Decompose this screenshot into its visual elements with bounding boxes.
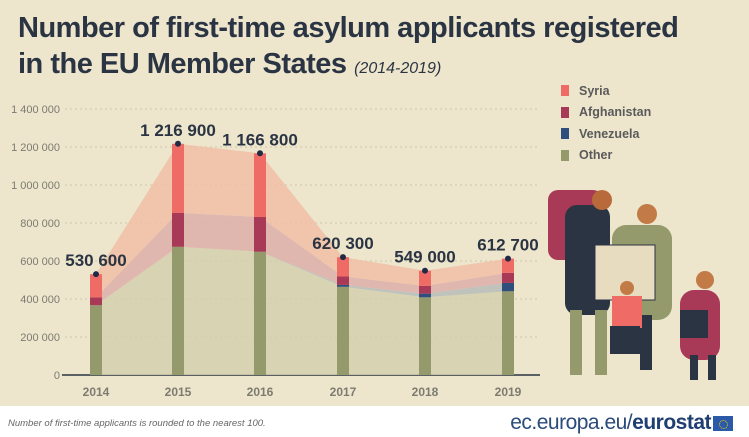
total-label: 612 700 — [477, 236, 538, 255]
legend-label: Venezuela — [579, 126, 640, 141]
x-tick-label: 2018 — [412, 385, 439, 399]
area-syria — [96, 143, 508, 298]
legend-item: Syria — [561, 80, 651, 102]
bar-venezuela — [502, 282, 514, 292]
total-label: 1 166 800 — [222, 130, 298, 149]
y-tick-label: 400 000 — [20, 294, 60, 306]
bar-syria — [419, 270, 431, 286]
eu-flag-icon — [713, 415, 733, 431]
total-marker — [93, 271, 99, 278]
total-label: 620 300 — [312, 234, 373, 253]
total-marker — [422, 267, 428, 274]
y-tick-label: 200 000 — [20, 332, 60, 344]
people-illustration-icon — [548, 190, 720, 380]
area-afghanistan — [96, 212, 508, 306]
bar-syria — [337, 257, 349, 277]
total-label: 1 216 900 — [140, 121, 216, 140]
legend-label: Afghanistan — [579, 105, 652, 120]
legend-item: Other — [561, 145, 651, 167]
bar-other — [502, 291, 514, 375]
bar-afghanistan — [419, 285, 431, 294]
y-tick-label: 800 000 — [20, 218, 60, 230]
bar-other — [419, 297, 431, 375]
bar-afghanistan — [90, 297, 102, 306]
total-marker — [340, 254, 346, 261]
chart-subtitle: (2014-2019) — [354, 60, 442, 77]
legend-label: Other — [579, 148, 613, 163]
total-marker — [505, 255, 511, 262]
x-tick-label: 2015 — [165, 385, 192, 399]
legend-swatch — [561, 149, 569, 161]
logo-brand: eurostat — [632, 411, 711, 434]
legend-label: Syria — [579, 83, 610, 98]
legend: Syria Afghanistan Venezuela Other — [561, 80, 651, 166]
chart-area: 0 200 000 400 000 600 000 800 000 1 000 000 1 … — [11, 104, 720, 399]
title-line-2: in the EU Member States — [18, 48, 347, 80]
x-tick-label: 2017 — [330, 385, 357, 399]
y-tick-label: 1 400 000 — [11, 104, 60, 116]
chart-title: Number of first-time asylum applicants r… — [18, 10, 679, 87]
area-other — [96, 246, 508, 375]
legend-swatch — [561, 106, 569, 118]
bar-syria — [254, 153, 266, 217]
legend-item: Venezuela — [561, 123, 651, 145]
bar-other — [337, 286, 349, 375]
legend-swatch — [561, 128, 569, 140]
y-tick-label: 1 200 000 — [11, 142, 60, 154]
bar-venezuela — [419, 293, 431, 298]
eurostat-logo[interactable]: ec.europa.eu/eurostat — [510, 411, 733, 435]
bar-afghanistan — [254, 216, 266, 252]
total-label: 549 000 — [394, 248, 455, 267]
y-tick-label: 600 000 — [20, 256, 60, 268]
logo-domain: ec.europa.eu/ — [510, 411, 633, 434]
bar-other — [172, 246, 184, 375]
bar-other — [90, 305, 102, 375]
bar-syria — [90, 274, 102, 298]
x-tick-label: 2014 — [83, 385, 110, 399]
total-marker — [175, 140, 181, 147]
bar-afghanistan — [502, 272, 514, 283]
y-tick-label: 0 — [54, 370, 60, 382]
legend-swatch — [561, 85, 569, 97]
bar-afghanistan — [172, 212, 184, 247]
y-tick-label: 1 000 000 — [11, 180, 60, 192]
bar-syria — [172, 143, 184, 213]
legend-item: Afghanistan — [561, 102, 651, 124]
footnote: Number of first-time applicants is round… — [8, 418, 266, 429]
total-marker — [257, 150, 263, 157]
title-line-1: Number of first-time asylum applicants r… — [18, 12, 679, 44]
x-tick-label: 2019 — [495, 385, 522, 399]
bar-afghanistan — [337, 276, 349, 285]
bar-venezuela — [337, 284, 349, 287]
bar-syria — [502, 258, 514, 273]
x-tick-label: 2016 — [247, 385, 274, 399]
bar-other — [254, 251, 266, 375]
total-label: 530 600 — [65, 251, 126, 270]
